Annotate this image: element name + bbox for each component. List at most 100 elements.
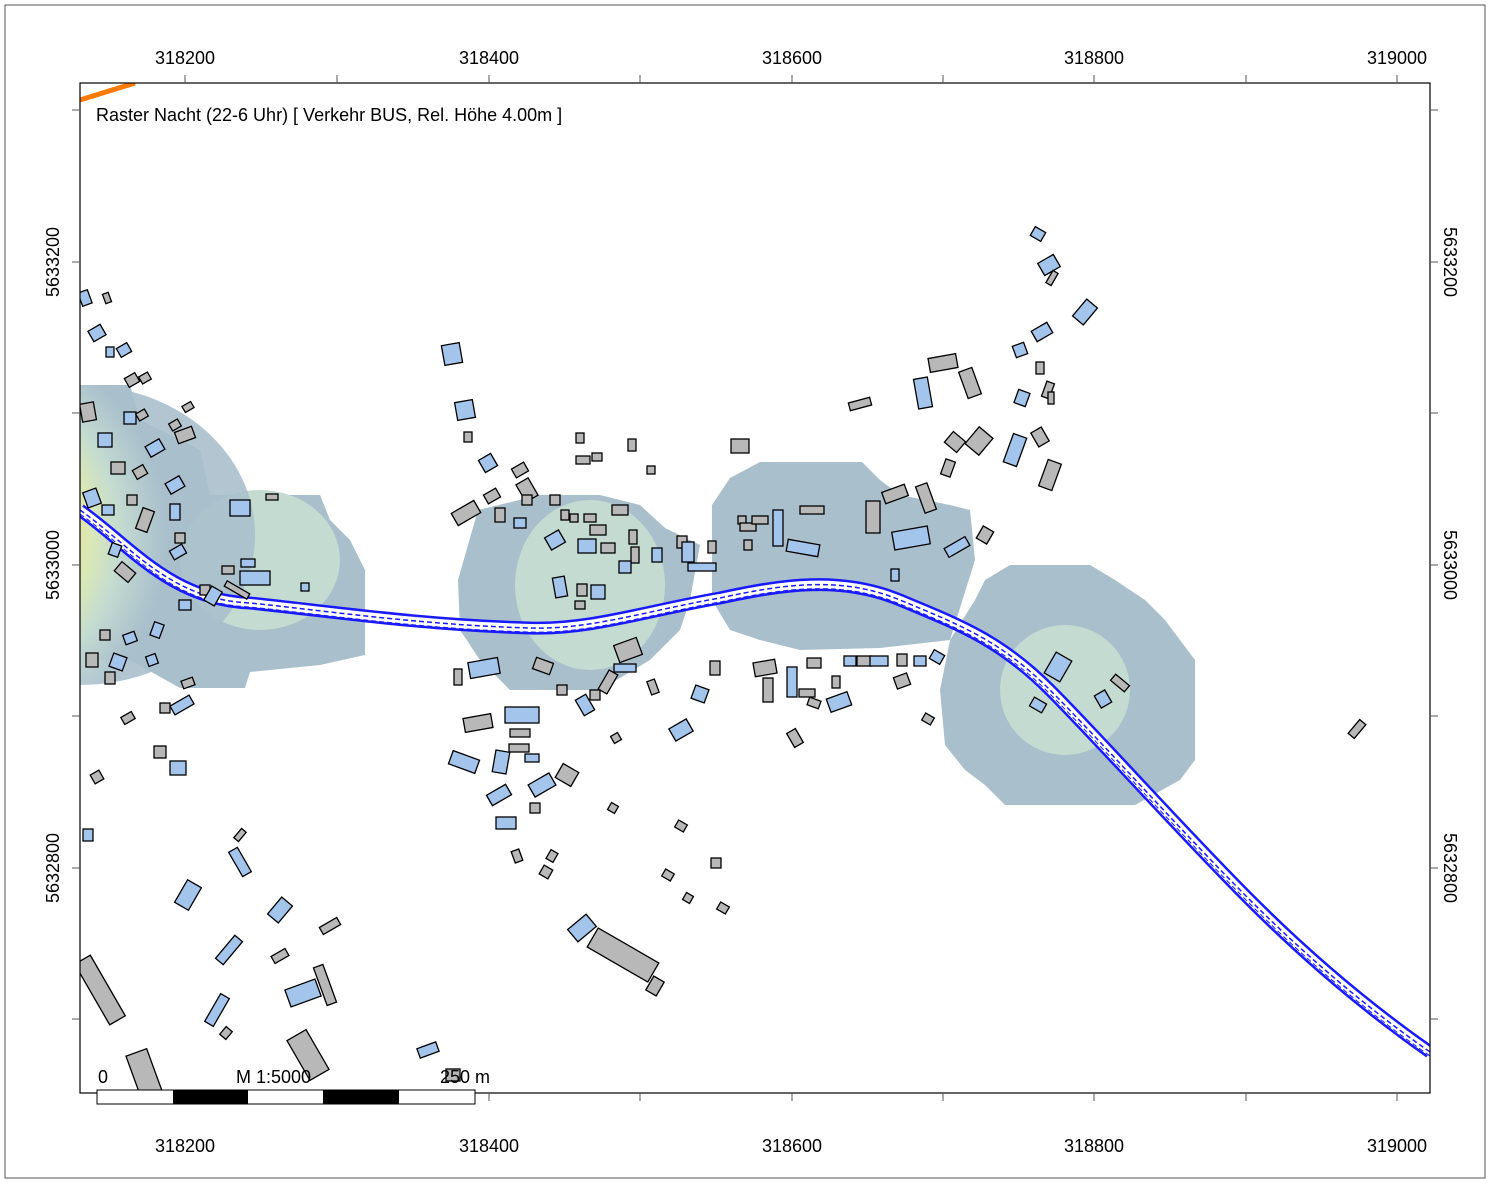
building-blue [115, 341, 133, 359]
building-gray [508, 743, 530, 753]
building-blue [453, 398, 477, 422]
building-blue [467, 656, 501, 680]
building-gray [126, 494, 138, 506]
building-blue [300, 582, 310, 592]
building-blue [1043, 651, 1073, 683]
building-blue [169, 694, 195, 716]
building-gray [681, 891, 695, 905]
building-gray [569, 513, 579, 523]
building-gray [575, 432, 585, 444]
building-blue [574, 693, 596, 717]
building-gray [583, 513, 597, 523]
raster-hotspot [80, 385, 255, 685]
building-gray [630, 546, 640, 564]
building-blue [416, 1041, 440, 1059]
building-gray [752, 658, 778, 678]
building-blue [144, 652, 160, 668]
building-gray [606, 801, 620, 815]
building-blue [524, 753, 540, 763]
building-blue [577, 538, 597, 554]
building-blue [87, 323, 107, 343]
building-gray [785, 727, 805, 749]
building-gray [806, 696, 822, 710]
building-gray [943, 430, 967, 454]
building-gray [964, 425, 994, 457]
building-gray [673, 819, 689, 833]
building-gray [556, 684, 568, 696]
building-blue [912, 376, 934, 410]
y-label-right-1: 5633200 [1440, 227, 1460, 297]
building-blue [284, 978, 322, 1008]
building-gray [920, 712, 936, 726]
building-blue [169, 760, 187, 776]
building-gray [806, 657, 822, 669]
y-label-left-2: 5633000 [43, 530, 63, 600]
building-gray [892, 672, 912, 690]
building-gray [831, 675, 841, 689]
x-label-bottom-5: 319000 [1367, 1136, 1427, 1156]
building-gray [709, 660, 721, 676]
building-blue [613, 663, 637, 673]
building-gray [159, 702, 171, 714]
scale-bar: 0 M 1:5000 250 m [96, 1067, 490, 1105]
building-gray [134, 506, 156, 534]
building-gray [482, 487, 502, 505]
x-label-top-1: 318200 [155, 48, 215, 68]
building-gray [494, 507, 506, 523]
building-gray [646, 678, 660, 696]
building-gray [856, 655, 872, 667]
y-label-right-2: 5633000 [1440, 530, 1460, 600]
building-gray [181, 400, 195, 414]
building-gray [707, 540, 717, 554]
building-gray [927, 352, 959, 374]
x-label-top-4: 318800 [1064, 48, 1124, 68]
building-blue [527, 772, 557, 798]
building-gray [611, 504, 629, 516]
building-blue [168, 543, 188, 561]
scalebar-start-label: 0 [98, 1067, 108, 1087]
building-blue [1093, 689, 1113, 709]
building-gray [762, 677, 774, 703]
building-blue [551, 575, 569, 599]
x-label-bottom-1: 318200 [155, 1136, 215, 1156]
building-gray [223, 580, 251, 600]
building-gray [554, 762, 580, 788]
building-blue [123, 411, 137, 425]
building-gray [85, 652, 99, 668]
building-gray [865, 500, 881, 534]
building-blue [97, 432, 113, 448]
x-label-bottom-4: 318800 [1064, 1136, 1124, 1156]
building-blue [214, 934, 244, 966]
building-gray [628, 529, 638, 545]
road [80, 504, 1430, 1058]
building-gray [660, 868, 676, 882]
building-blue [82, 828, 94, 842]
building-gray [1047, 391, 1055, 405]
building-gray [600, 542, 616, 554]
building-blue [239, 570, 271, 586]
x-label-top-5: 319000 [1367, 48, 1427, 68]
building-gray [646, 465, 656, 475]
building-gray [799, 505, 825, 515]
building-blue [107, 541, 123, 559]
building-blue [108, 652, 128, 672]
scalebar-scale-label: M 1:5000 [236, 1067, 311, 1087]
building-blue [491, 749, 511, 775]
building-blue [173, 878, 203, 912]
building-gray [914, 481, 938, 515]
building-blue [495, 816, 517, 830]
building-gray [545, 848, 559, 864]
building-gray [509, 728, 531, 738]
buildings [80, 225, 1367, 1093]
building-blue [240, 558, 256, 568]
building-gray [939, 457, 957, 479]
x-label-bottom-3: 318600 [762, 1136, 822, 1156]
y-label-right-3: 5632800 [1440, 833, 1460, 903]
building-gray [609, 731, 623, 745]
building-gray [286, 1028, 330, 1082]
building-gray [174, 532, 186, 544]
building-blue [227, 846, 253, 878]
building-gray [80, 401, 98, 423]
map-title: Raster Nacht (22-6 Uhr) [ Verkehr BUS, R… [96, 105, 562, 125]
building-gray [450, 499, 482, 527]
